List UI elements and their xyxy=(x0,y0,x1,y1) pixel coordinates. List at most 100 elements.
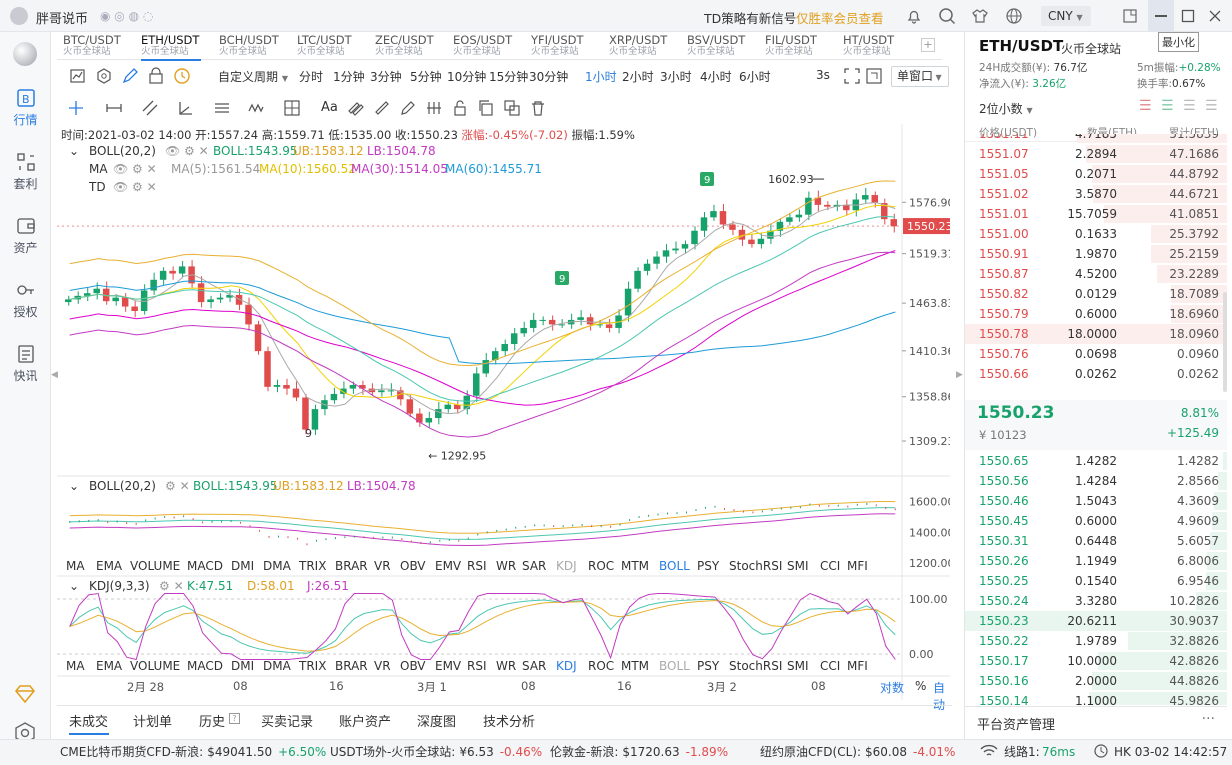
indicator-tab-stochrsi[interactable]: StochRSI xyxy=(729,659,783,673)
period-0[interactable]: 分时 xyxy=(299,70,324,84)
scrollbar[interactable] xyxy=(1223,292,1227,392)
indicator-tab-vr[interactable]: VR xyxy=(374,559,391,573)
indicator-tab-psy[interactable]: PSY xyxy=(697,559,720,573)
orderbook-row[interactable]: 1551.05 0.2071 44.8792 xyxy=(965,164,1227,184)
view-list-icon[interactable]: ☰ xyxy=(1205,98,1218,114)
bottom-tab-6[interactable]: 技术分析 xyxy=(483,715,536,730)
ruler-icon[interactable] xyxy=(373,99,391,117)
view-both-icon[interactable]: ☰ xyxy=(1139,98,1152,114)
orderbook-row[interactable]: 1550.17 10.0000 42.8826 xyxy=(965,651,1227,671)
view-asks-icon[interactable]: ☰ xyxy=(1183,98,1196,114)
chart-area[interactable]: 1576.90 1519.31 1463.83 1410.36 1358.86 1309.… xyxy=(57,124,955,712)
indicator-tab-kdj[interactable]: KDJ xyxy=(556,659,577,673)
gear-icon[interactable]: ⚙ ✕ xyxy=(165,479,190,493)
period-5[interactable]: 15分钟 xyxy=(489,70,529,84)
indicator-tab-dmi[interactable]: DMI xyxy=(231,659,255,673)
refresh-interval[interactable]: 3s xyxy=(816,68,830,82)
decimals-select[interactable]: 2位小数 ▼ xyxy=(979,100,1033,117)
indicator-tab-mtm[interactable]: MTM xyxy=(621,559,650,573)
crosshair-icon[interactable] xyxy=(67,99,85,117)
orderbook-row[interactable]: 1550.76 0.0698 0.0960 xyxy=(965,344,1227,364)
hlines-icon[interactable] xyxy=(213,99,231,117)
period-9[interactable]: 3小时 xyxy=(660,70,692,84)
pair-tab[interactable]: YFI/USDT 火币全球站 xyxy=(531,34,609,60)
search-icon[interactable] xyxy=(938,7,956,25)
close-icon[interactable] xyxy=(1208,9,1222,23)
text-tool-icon[interactable]: Aa xyxy=(321,100,338,115)
period-10[interactable]: 4小时 xyxy=(700,70,732,84)
ticker-item[interactable]: 伦敦金-新浪: $1720.63 -1.89% xyxy=(550,741,728,763)
angle-icon[interactable] xyxy=(177,99,195,117)
nav-auth[interactable]: 授权 xyxy=(0,280,51,320)
orderbook-row[interactable]: 1550.91 1.9870 25.2159 xyxy=(965,244,1227,264)
orderbook-row[interactable]: 1550.26 1.1949 6.8006 xyxy=(965,551,1227,571)
measure-icon[interactable] xyxy=(425,99,443,117)
period-8[interactable]: 2小时 xyxy=(622,70,654,84)
diamond-icon[interactable] xyxy=(14,684,36,704)
orderbook-row[interactable]: 1551.01 15.7059 41.0851 xyxy=(965,204,1227,224)
custom-period-dropdown[interactable]: 自定义周期 ▼ xyxy=(218,68,288,85)
maximize-icon[interactable] xyxy=(1181,9,1195,23)
indicator-tab-dma[interactable]: DMA xyxy=(263,559,291,573)
hexagon-settings-icon[interactable] xyxy=(95,67,113,85)
gear-icon[interactable]: ⚙ ✕ xyxy=(159,579,184,593)
wave-icon[interactable] xyxy=(247,99,265,117)
collapse-left-icon[interactable]: ◀ xyxy=(51,370,58,380)
pair-tab[interactable]: BSV/USDT 火币全球站 xyxy=(687,34,765,60)
clock-icon[interactable] xyxy=(173,67,191,85)
indicator-tab-obv[interactable]: OBV xyxy=(400,559,426,573)
nav-assets[interactable]: 资产 xyxy=(0,216,51,256)
bottom-tab-2[interactable]: 历史 xyxy=(199,715,226,730)
promo-link[interactable]: 仅胜率会员查看 xyxy=(796,11,884,26)
trash-icon[interactable] xyxy=(529,99,547,117)
nav-market[interactable]: B 行情 xyxy=(0,88,51,128)
orderbook-row[interactable]: 1550.24 3.3280 10.2826 xyxy=(965,591,1227,611)
indicator-tab-brar[interactable]: BRAR xyxy=(335,659,368,673)
orderbook-row[interactable]: 1550.14 1.1000 45.9826 xyxy=(965,691,1227,705)
bell-icon[interactable] xyxy=(906,8,922,24)
indicator-tab-dmi[interactable]: DMI xyxy=(231,559,255,573)
exit-fullscreen-icon[interactable] xyxy=(865,67,883,85)
nav-arbitrage[interactable]: 套利 xyxy=(0,152,51,192)
pair-tab[interactable]: XRP/USDT 火币全球站 xyxy=(609,34,687,60)
chart-type-icon[interactable] xyxy=(69,67,87,85)
bottom-tab-3[interactable]: 买卖记录 xyxy=(261,715,314,730)
orderbook-row[interactable]: 1550.46 1.5043 4.3609 xyxy=(965,491,1227,511)
pen-icon[interactable] xyxy=(121,67,139,85)
indicator-tab-volume[interactable]: VOLUME xyxy=(130,559,181,573)
bottom-tab-4[interactable]: 账户资产 xyxy=(339,715,392,730)
pair-tab[interactable]: BTC/USDT 火币全球站 xyxy=(63,34,141,60)
nav-news[interactable]: 快讯 xyxy=(0,344,51,384)
indicator-tab-wr[interactable]: WR xyxy=(496,559,517,573)
orderbook-row[interactable]: 1550.66 0.0262 0.0262 xyxy=(965,364,1227,384)
pair-tab[interactable]: ETH/USDT 火币全球站 xyxy=(141,34,219,61)
horizontal-line-icon[interactable] xyxy=(105,99,123,117)
orderbook-row[interactable]: 1550.82 0.0129 18.7089 xyxy=(965,284,1227,304)
period-11[interactable]: 6小时 xyxy=(739,70,771,84)
indicator-tab-obv[interactable]: OBV xyxy=(400,659,426,673)
indicator-tab-volume[interactable]: VOLUME xyxy=(130,659,181,673)
orderbook-row[interactable]: 1551.11 4.7185 51.5839 xyxy=(965,134,1227,144)
bottom-tab-0[interactable]: 未成交 xyxy=(69,715,109,730)
ticker-item[interactable]: USDT场外-火币全球站: ¥6.53 -0.46% xyxy=(330,741,542,763)
indicator-tab-wr[interactable]: WR xyxy=(496,659,517,673)
indicator-tab-roc[interactable]: ROC xyxy=(588,559,615,573)
period-6[interactable]: 30分钟 xyxy=(529,70,569,84)
minimize-button[interactable] xyxy=(1148,0,1174,32)
asset-mgmt-bar[interactable]: 平台资产管理 ··· xyxy=(965,706,1227,739)
indicator-tab-emv[interactable]: EMV xyxy=(435,559,462,573)
pair-tab[interactable]: EOS/USDT 火币全球站 xyxy=(453,34,531,60)
window-mode-select[interactable]: 单窗口 ▼ xyxy=(891,66,949,87)
kline-chart[interactable]: 1576.90 1519.31 1463.83 1410.36 1358.86 1309.… xyxy=(57,124,955,700)
log-scale-toggle[interactable]: 对数 xyxy=(880,681,905,695)
eye-icon[interactable]: 👁 ⚙ ✕ xyxy=(165,144,209,158)
indicator-tab-smi[interactable]: SMI xyxy=(787,659,809,673)
indicator-tab-mfi[interactable]: MFI xyxy=(847,559,868,573)
popout-icon[interactable] xyxy=(1122,8,1138,24)
chevron-down-icon[interactable]: ⌄ xyxy=(69,579,80,593)
period-7[interactable]: 1小时 xyxy=(585,70,617,84)
orderbook-row[interactable]: 1550.16 2.0000 44.8826 xyxy=(965,671,1227,691)
copy-icon[interactable] xyxy=(477,99,495,117)
period-1[interactable]: 1分钟 xyxy=(333,70,365,84)
indicator-tab-cci[interactable]: CCI xyxy=(820,659,841,673)
